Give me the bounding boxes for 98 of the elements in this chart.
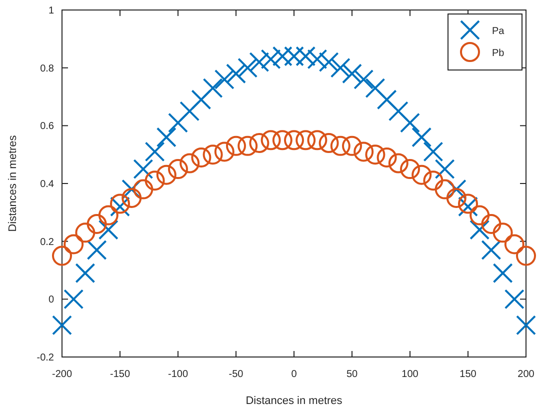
- point: [191, 90, 212, 110]
- x-tick-label: -100: [168, 369, 188, 380]
- point: [354, 142, 374, 162]
- point: [64, 289, 84, 310]
- point: [214, 142, 234, 162]
- point: [64, 234, 84, 254]
- x-tick-label: -150: [110, 369, 130, 380]
- point: [122, 188, 142, 208]
- point: [504, 234, 524, 254]
- point: [238, 136, 258, 156]
- point: [434, 159, 455, 180]
- point: [365, 144, 386, 165]
- point: [52, 246, 72, 266]
- point: [376, 147, 397, 168]
- point: [481, 240, 502, 260]
- point: [249, 52, 270, 72]
- point: [86, 240, 107, 260]
- point: [412, 127, 432, 148]
- point: [52, 315, 72, 336]
- point: [202, 144, 223, 165]
- point: [423, 142, 444, 162]
- x-tick-label: 150: [460, 369, 477, 380]
- x-tick-label: 200: [518, 369, 535, 380]
- point: [202, 78, 223, 98]
- point: [481, 214, 502, 234]
- y-tick-label: 0.4: [40, 179, 54, 190]
- point: [388, 153, 408, 174]
- point: [191, 147, 212, 168]
- point: [342, 136, 362, 156]
- x-tick-label: 0: [291, 369, 298, 380]
- point: [423, 170, 444, 191]
- x-tick-label: -50: [228, 369, 244, 380]
- y-tick-label: 0.8: [40, 63, 54, 74]
- point: [98, 220, 118, 240]
- point: [446, 188, 466, 208]
- point: [400, 159, 420, 180]
- point: [226, 136, 246, 156]
- point: [284, 130, 304, 150]
- x-tick-label: -200: [52, 369, 72, 380]
- point: [238, 58, 258, 78]
- point: [98, 205, 118, 226]
- point: [75, 222, 96, 243]
- legend-label: Pa: [492, 26, 505, 37]
- point: [318, 133, 339, 154]
- point: [504, 289, 524, 310]
- point: [272, 46, 292, 66]
- point: [376, 90, 397, 110]
- point: [249, 133, 270, 154]
- y-tick-label: 0.2: [40, 236, 54, 248]
- point: [307, 130, 328, 150]
- point: [260, 130, 281, 150]
- y-axis-title: Distances in metres: [7, 134, 19, 232]
- point: [156, 164, 176, 185]
- point: [296, 46, 316, 66]
- point: [400, 112, 420, 133]
- point: [342, 64, 362, 84]
- point: [86, 214, 107, 234]
- point: [516, 315, 536, 336]
- y-tick-label: 1: [48, 6, 54, 16]
- point: [214, 69, 234, 90]
- point: [330, 136, 350, 156]
- point: [388, 101, 408, 122]
- point: [470, 205, 490, 226]
- point: [122, 179, 142, 200]
- point: [168, 112, 188, 133]
- point: [260, 49, 281, 70]
- x-axis-title: Distances in metres: [246, 395, 343, 407]
- point: [180, 101, 200, 122]
- point: [492, 263, 513, 284]
- point: [272, 130, 292, 150]
- point: [156, 127, 176, 148]
- y-tick-label: -0.2: [36, 352, 54, 364]
- point: [516, 246, 536, 266]
- point: [307, 49, 328, 70]
- point: [354, 69, 374, 90]
- point: [296, 130, 316, 150]
- point: [75, 263, 96, 284]
- point: [144, 170, 165, 191]
- point: [318, 52, 339, 72]
- point: [492, 222, 513, 243]
- point: [470, 220, 490, 240]
- x-tick-label: 50: [346, 369, 358, 380]
- y-tick-label: 0.6: [40, 121, 54, 132]
- point: [412, 164, 432, 185]
- point: [330, 58, 350, 78]
- y-tick-label: 0: [48, 294, 54, 306]
- point: [168, 159, 188, 180]
- point: [133, 179, 154, 200]
- point: [446, 179, 466, 200]
- point: [133, 159, 154, 180]
- point: [226, 64, 246, 84]
- point: [144, 142, 165, 162]
- point: [365, 78, 386, 98]
- x-tick-label: 100: [402, 369, 419, 380]
- point: [434, 179, 455, 200]
- legend-label: Pb: [492, 48, 505, 59]
- point: [284, 46, 304, 66]
- point: [180, 153, 200, 174]
